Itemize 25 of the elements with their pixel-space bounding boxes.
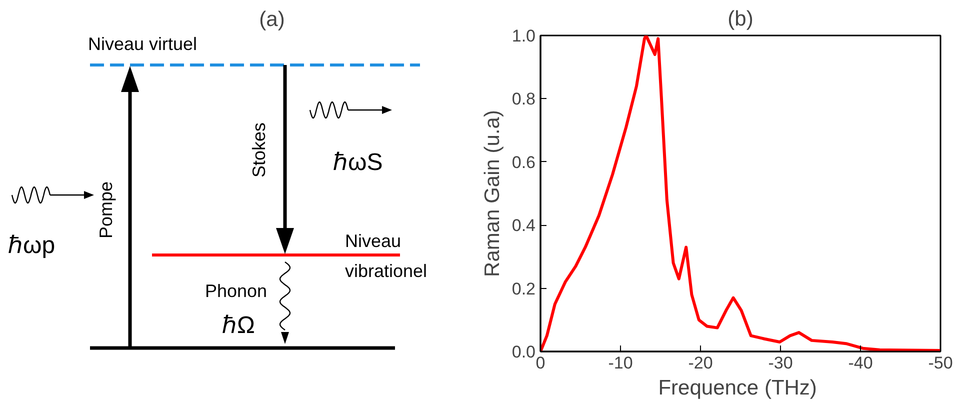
x-tick-label: -40 bbox=[848, 354, 873, 372]
x-tick-label: -10 bbox=[608, 354, 633, 372]
y-tick-label: 1.0 bbox=[512, 26, 536, 46]
text: Phonon bbox=[205, 281, 268, 301]
x-tick-label: -50 bbox=[928, 354, 953, 372]
x-tick-label: 0 bbox=[536, 354, 546, 372]
y-axis-title: Raman Gain (u.a) bbox=[480, 110, 504, 277]
x-tick-label: -20 bbox=[688, 354, 713, 372]
y-tick-label: 0.4 bbox=[512, 216, 536, 236]
text: ℏωp bbox=[8, 232, 56, 259]
line-series bbox=[540, 36, 940, 352]
text: ℏΩ bbox=[222, 312, 255, 339]
text: Niveau virtuel bbox=[88, 34, 198, 54]
text: Niveau vibrationel bbox=[345, 231, 428, 281]
text: ℏωS bbox=[333, 149, 383, 176]
text: (a) bbox=[259, 8, 285, 31]
y-tick-label: 0.2 bbox=[512, 279, 536, 298]
text: Stokes bbox=[249, 122, 269, 178]
y-tick-label: 0.6 bbox=[512, 152, 536, 172]
x-tick-label: -30 bbox=[768, 354, 793, 372]
x-axis-title: Frequence (THz) bbox=[658, 376, 817, 400]
text: Pompe bbox=[96, 181, 116, 239]
y-tick-label: 0.8 bbox=[512, 90, 536, 109]
y-tick-label: 0.0 bbox=[512, 342, 536, 362]
chart-title: (b) bbox=[728, 8, 754, 30]
